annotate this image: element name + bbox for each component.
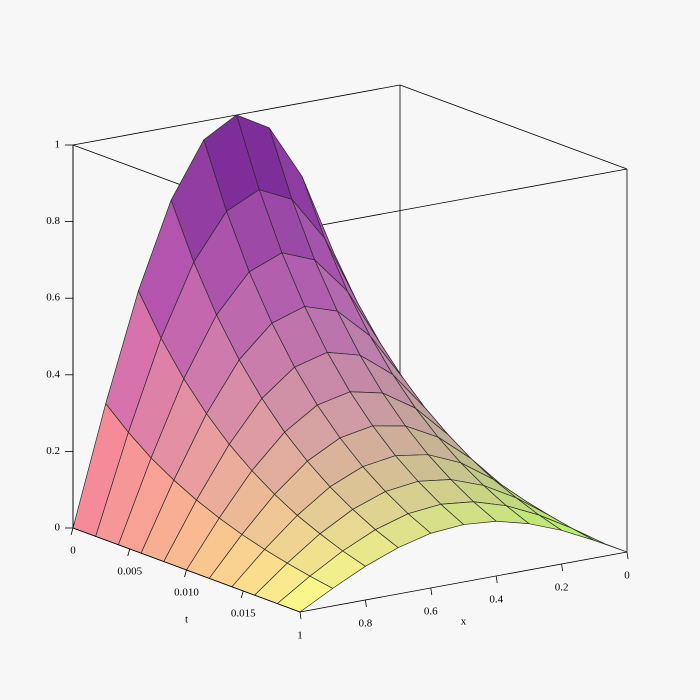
t-tick (184, 569, 187, 578)
t-tick (70, 527, 74, 536)
z-tick-label: 0.4 (46, 368, 60, 380)
x-tick (626, 551, 629, 560)
z-tick-label: 0.8 (46, 215, 60, 227)
t-tick-label: 0 (70, 545, 76, 557)
z-tick-label: 0 (55, 522, 61, 534)
x-tick-label: 0.8 (359, 618, 373, 630)
t-tick-label: 0.005 (117, 566, 142, 578)
x-tick-label: 0.2 (555, 582, 569, 594)
x-axis-title: x (461, 616, 467, 628)
x-tick (299, 611, 302, 620)
x-tick-label: 0 (624, 570, 630, 582)
x-tick (561, 563, 563, 572)
x-tick (430, 587, 433, 596)
t-tick (127, 548, 131, 557)
t-tick (240, 590, 244, 599)
x-tick-label: 1 (297, 630, 303, 642)
t-axis-title: t (185, 614, 188, 626)
t-tick-label: 0.010 (174, 587, 199, 599)
x-tick-label: 0.4 (489, 594, 503, 606)
x-tick (365, 599, 367, 608)
z-tick-label: 0.6 (46, 292, 60, 304)
x-axis (299, 551, 628, 613)
z-tick-label: 1 (55, 139, 61, 151)
box-edge (299, 168, 628, 230)
surface-patch (571, 527, 628, 553)
x-tick (495, 575, 498, 584)
z-tick-label: 0.2 (46, 445, 60, 457)
box-edge (399, 84, 628, 170)
t-tick-label: 0.015 (231, 608, 256, 620)
x-tick-label: 0.6 (424, 606, 438, 618)
